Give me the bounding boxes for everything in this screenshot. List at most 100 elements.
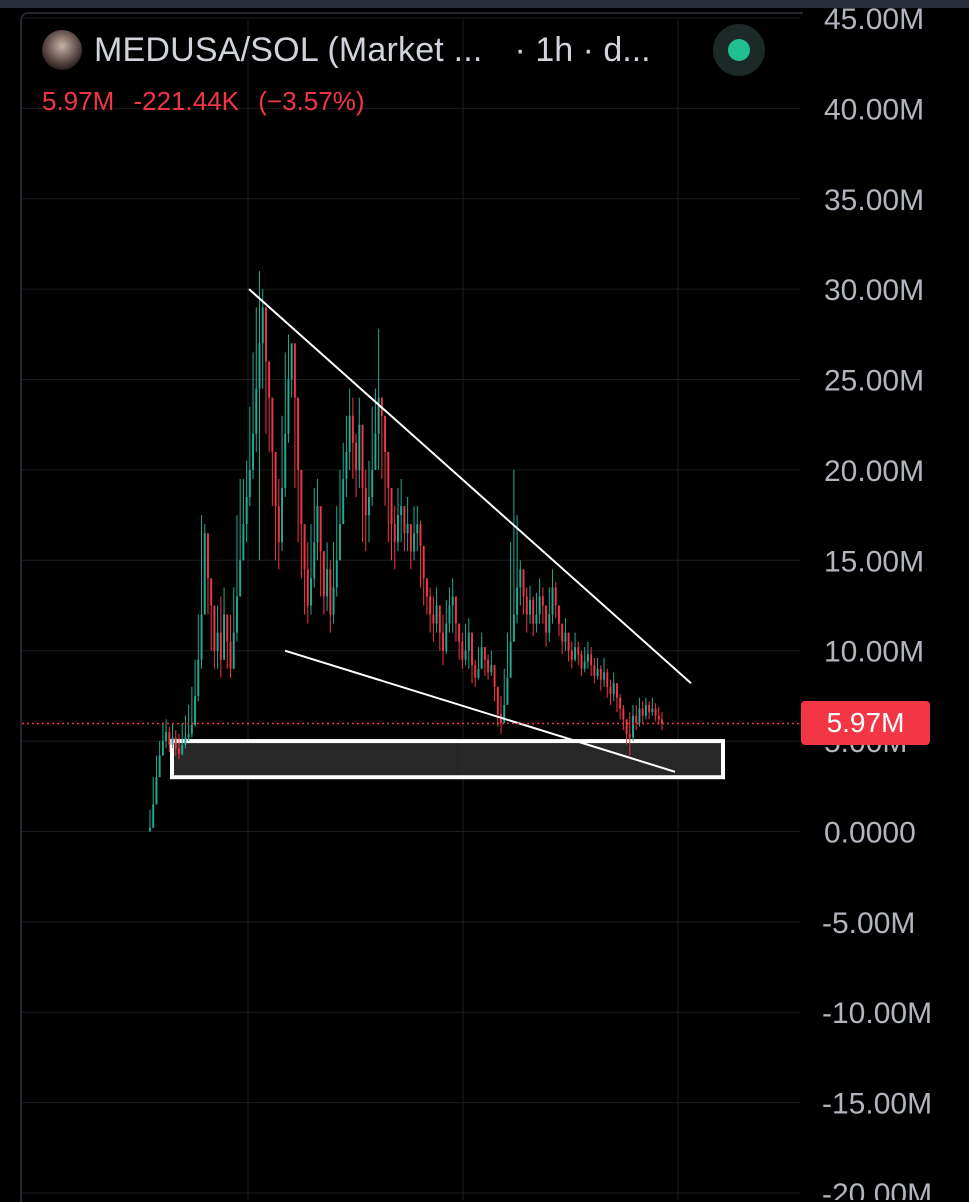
candle-body xyxy=(583,661,586,669)
candle-body xyxy=(339,524,341,561)
candle-body xyxy=(158,755,161,778)
candle-body xyxy=(619,697,622,709)
candle-body xyxy=(483,647,486,660)
candle-body xyxy=(200,614,203,660)
live-status-button[interactable] xyxy=(713,24,765,76)
candle-body xyxy=(512,614,515,642)
candle-body xyxy=(548,614,551,633)
candle-body xyxy=(464,650,467,660)
lower-trendline xyxy=(284,649,676,773)
candle-body xyxy=(161,741,164,756)
candle-body xyxy=(155,777,158,805)
candle-body xyxy=(496,686,499,714)
candle-body xyxy=(474,665,477,678)
candle-body xyxy=(213,605,216,651)
candle-body xyxy=(400,506,403,516)
candle-body xyxy=(628,733,631,738)
candle-body xyxy=(248,469,251,498)
candle-body xyxy=(596,668,599,676)
candle-body xyxy=(487,659,490,673)
candle-body xyxy=(567,632,570,651)
candle-body xyxy=(509,641,512,678)
candle-body xyxy=(529,600,531,615)
candle-body xyxy=(261,307,264,344)
last-price-badge: 5.97M xyxy=(801,701,930,745)
candle-body xyxy=(271,397,274,452)
candle-body xyxy=(493,665,496,687)
candle-body xyxy=(480,647,483,669)
candle-body xyxy=(641,708,644,716)
candle-body xyxy=(306,569,309,606)
candle-body xyxy=(593,665,596,676)
candle-body xyxy=(409,524,412,552)
candle-body xyxy=(232,632,235,669)
candle-body xyxy=(187,733,190,738)
y-tick-label: -5.00M xyxy=(822,907,915,940)
candle-body xyxy=(387,451,390,488)
chart-panel[interactable] xyxy=(20,12,803,1202)
candle-body xyxy=(506,677,509,705)
candle-body xyxy=(345,451,348,479)
candle-body xyxy=(216,632,219,651)
candle-body xyxy=(252,433,255,470)
candle-body xyxy=(152,804,155,828)
candle-body xyxy=(322,551,325,597)
support-zone-box xyxy=(170,739,725,780)
candle-body xyxy=(638,708,641,723)
candle-body xyxy=(448,605,451,624)
candle-body xyxy=(551,587,554,615)
candle-body xyxy=(538,596,541,615)
candle-body xyxy=(210,578,213,606)
candle-body xyxy=(203,533,206,615)
candle-body xyxy=(554,587,557,606)
candle-body xyxy=(194,695,197,725)
y-tick-label: -10.00M xyxy=(822,997,932,1030)
y-tick-label: 25.00M xyxy=(824,365,924,398)
candle-body xyxy=(368,497,370,516)
candle-body xyxy=(519,569,522,588)
candle-body xyxy=(545,605,548,633)
candle-body xyxy=(516,587,519,615)
candle-body xyxy=(557,605,560,624)
candle-body xyxy=(277,506,280,543)
interval-meta[interactable]: · 1h · d... xyxy=(514,30,651,69)
candle-body xyxy=(326,569,329,597)
candle-body xyxy=(355,442,358,470)
candle-body xyxy=(580,654,583,669)
candle-body xyxy=(467,632,470,651)
upper-trendline xyxy=(248,288,692,684)
price-quote: 5.97M -221.44K (−3.57%) xyxy=(42,86,377,117)
candle-body xyxy=(429,596,432,615)
candle-body xyxy=(264,307,267,362)
candle-body xyxy=(332,587,335,615)
candle-body xyxy=(532,600,535,624)
candle-body xyxy=(219,632,222,660)
candle-body xyxy=(358,424,361,470)
candle-body xyxy=(574,647,577,660)
candle-body xyxy=(561,623,564,642)
candle-body xyxy=(206,533,209,579)
candle-body xyxy=(648,704,651,713)
candle-body xyxy=(235,596,238,633)
candle-body xyxy=(255,388,258,434)
candle-body xyxy=(361,424,364,488)
candle-body xyxy=(541,596,544,606)
candle-body xyxy=(570,650,573,660)
candle-body xyxy=(335,560,338,588)
candle-body xyxy=(654,708,657,716)
candle-body xyxy=(310,578,312,606)
trendlines xyxy=(248,288,692,773)
candle-body xyxy=(316,506,319,543)
candle-body xyxy=(422,545,425,579)
candle-body xyxy=(657,715,660,720)
candle-body xyxy=(451,596,454,606)
candle-body xyxy=(458,623,461,642)
candle-body xyxy=(242,524,245,561)
y-tick-label: 30.00M xyxy=(824,274,924,307)
y-tick-label: 45.00M xyxy=(824,3,924,36)
candle-body xyxy=(632,715,634,738)
candle-body xyxy=(384,415,387,452)
pair-title[interactable]: MEDUSA/SOL (Market ... xyxy=(94,30,483,69)
